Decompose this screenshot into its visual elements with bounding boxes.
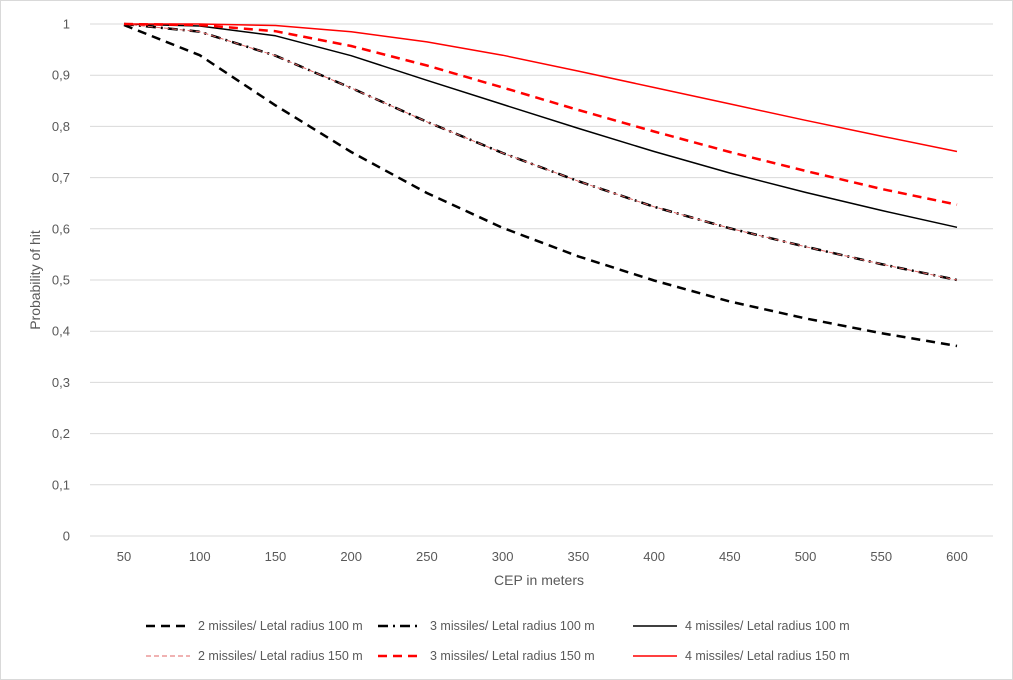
x-axis-ticks: 50 100 150 200 250 300 350 400 450 500 550 600 [117,549,968,564]
y-tick-label: 0,1 [52,477,70,492]
legend-label: 4 missiles/ Letal radius 150 m [685,649,850,663]
y-tick-label: 0,9 [52,68,70,83]
y-tick-label: 0,8 [52,119,70,134]
x-tick-label: 300 [492,549,514,564]
x-tick-label: 250 [416,549,438,564]
y-tick-label: 0,3 [52,375,70,390]
y-tick-label: 0,4 [52,324,70,339]
legend-label: 3 missiles/ Letal radius 100 m [430,619,595,633]
legend-label: 2 missiles/ Letal radius 100 m [198,619,363,633]
series-line-4 [123,23,958,281]
y-tick-label: 0,6 [52,221,70,236]
x-tick-label: 600 [946,549,968,564]
series-line-5 [123,22,958,206]
x-tick-label: 150 [265,549,287,564]
y-tick-label: 0 [63,529,70,544]
x-tick-label: 550 [870,549,892,564]
legend-item: 2 missiles/ Letal radius 100 m [146,619,363,633]
series-lines [123,22,958,348]
legend-label: 3 missiles/ Letal radius 150 m [430,649,595,663]
y-tick-label: 0,2 [52,426,70,441]
x-tick-label: 400 [643,549,665,564]
y-axis-title: Probability of hit [27,230,43,330]
x-tick-label: 200 [340,549,362,564]
y-tick-label: 0,5 [52,273,70,288]
legend: 2 missiles/ Letal radius 100 m 3 missiles… [146,619,850,663]
series-line-6 [124,23,958,153]
x-axis-title: CEP in meters [494,572,584,588]
y-axis-ticks: 0 0,1 0,2 0,3 0,4 0,5 0,6 0,7 0,8 0,9 1 [52,17,70,544]
legend-item: 4 missiles/ Letal radius 100 m [633,619,850,633]
series-line-3 [123,23,958,229]
x-tick-label: 100 [189,549,211,564]
y-tick-label: 0,7 [52,170,70,185]
x-tick-label: 350 [568,549,590,564]
legend-label: 2 missiles/ Letal radius 150 m [198,649,363,663]
legend-label: 4 missiles/ Letal radius 100 m [685,619,850,633]
series-line-1 [123,23,958,348]
x-tick-label: 500 [795,549,817,564]
legend-item: 2 missiles/ Letal radius 150 m [146,649,363,663]
legend-item: 4 missiles/ Letal radius 150 m [633,649,850,663]
legend-item: 3 missiles/ Letal radius 150 m [378,649,595,663]
x-tick-label: 450 [719,549,741,564]
legend-item: 3 missiles/ Letal radius 100 m [378,619,595,633]
y-tick-label: 1 [63,17,70,32]
x-tick-label: 50 [117,549,131,564]
gridlines [90,23,993,537]
